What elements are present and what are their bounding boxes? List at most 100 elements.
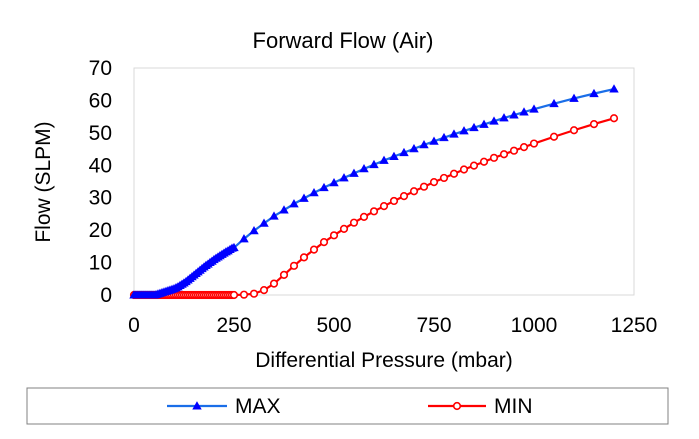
data-point-max <box>269 211 279 220</box>
data-point-max <box>459 126 469 135</box>
data-point-min <box>349 218 359 227</box>
y-axis-ticks: 0 10 20 30 40 50 60 70 <box>89 57 112 307</box>
data-point-max <box>359 164 369 173</box>
data-point-max <box>379 155 389 164</box>
x-tick-label: 500 <box>316 314 351 337</box>
series-layer <box>129 84 619 300</box>
data-point-max <box>589 88 599 98</box>
y-tick-label: 40 <box>89 154 112 177</box>
data-point-max <box>519 107 529 116</box>
legend-label-max: MAX <box>235 395 281 418</box>
data-point-max <box>439 132 449 142</box>
data-point-max <box>309 188 319 197</box>
data-point-max <box>399 147 409 157</box>
legend-label-min: MIN <box>494 395 533 418</box>
data-point-min <box>509 146 519 155</box>
data-point-max <box>549 98 559 108</box>
legend-box <box>26 387 669 425</box>
data-point-max <box>369 159 379 169</box>
legend-item-min: MIN <box>428 395 533 418</box>
data-point-min <box>329 231 339 240</box>
chart-title: Forward Flow (Air) <box>253 28 434 53</box>
data-point-min <box>529 139 539 148</box>
data-point-max <box>299 193 309 202</box>
data-point-max <box>279 205 289 214</box>
data-point-max <box>569 93 579 102</box>
data-point-min <box>499 150 509 159</box>
legend-marker-max <box>192 401 202 410</box>
x-tick-label: 1000 <box>511 314 558 337</box>
data-point-max <box>319 182 329 192</box>
data-point-max <box>349 168 359 177</box>
data-point-min <box>369 207 379 216</box>
data-point-min <box>239 290 249 299</box>
data-point-min <box>339 224 349 233</box>
data-point-max <box>329 177 339 187</box>
data-point-max <box>409 143 419 153</box>
data-point-min <box>289 261 299 270</box>
y-tick-label: 30 <box>89 187 112 210</box>
data-point-min <box>569 126 579 135</box>
data-point-min <box>409 187 419 196</box>
data-point-max <box>429 136 439 145</box>
data-point-min <box>489 153 499 162</box>
x-tick-label: 1250 <box>611 314 658 337</box>
data-point-min <box>299 253 309 262</box>
data-point-max <box>249 225 259 235</box>
data-point-max <box>469 122 479 132</box>
data-point-min <box>519 143 529 152</box>
data-point-max <box>229 242 239 252</box>
y-tick-label: 70 <box>89 57 112 80</box>
legend-marker-min <box>452 401 462 411</box>
data-point-max <box>529 104 539 113</box>
data-point-min <box>429 178 439 187</box>
data-point-min <box>359 212 369 221</box>
data-point-min <box>309 245 319 254</box>
y-axis-label: Flow (SLPM) <box>32 121 55 242</box>
y-tick-label: 0 <box>100 284 112 307</box>
data-point-min <box>609 114 619 123</box>
data-point-min <box>459 165 469 174</box>
data-point-max <box>289 199 299 208</box>
x-axis-label: Differential Pressure (mbar) <box>255 349 513 372</box>
data-point-max <box>509 110 519 119</box>
data-point-min <box>269 279 279 288</box>
data-point-max <box>259 218 269 227</box>
legend: MAX MIN <box>167 395 533 418</box>
x-axis-ticks: 0 250 500 750 1000 1250 <box>128 314 657 337</box>
data-point-min <box>379 202 389 211</box>
data-point-max <box>499 113 509 122</box>
data-point-min <box>419 182 429 191</box>
data-point-max <box>609 84 619 93</box>
data-point-max <box>239 234 249 243</box>
x-tick-label: 750 <box>416 314 451 337</box>
x-tick-label: 0 <box>128 314 140 337</box>
data-point-max <box>419 140 429 149</box>
data-point-min <box>319 238 329 247</box>
data-point-min <box>439 173 449 183</box>
data-point-min <box>549 132 559 141</box>
data-point-max <box>479 119 489 128</box>
y-tick-label: 60 <box>89 89 112 112</box>
data-point-min <box>389 196 399 206</box>
series-max <box>129 84 619 299</box>
data-point-max <box>339 173 349 182</box>
data-point-min <box>479 157 489 166</box>
data-point-min <box>469 161 479 170</box>
data-point-min <box>259 286 269 295</box>
legend-item-max: MAX <box>167 395 281 418</box>
y-tick-label: 10 <box>89 252 112 275</box>
data-point-max <box>389 151 399 160</box>
data-point-min <box>279 270 289 279</box>
data-point-max <box>449 129 459 138</box>
x-tick-label: 250 <box>216 314 251 337</box>
y-tick-label: 20 <box>89 219 112 242</box>
data-point-min <box>229 290 239 300</box>
data-point-min <box>399 191 409 201</box>
data-point-max <box>489 116 499 125</box>
data-point-min <box>589 120 599 129</box>
data-point-min <box>249 289 259 298</box>
y-tick-label: 50 <box>89 122 112 145</box>
